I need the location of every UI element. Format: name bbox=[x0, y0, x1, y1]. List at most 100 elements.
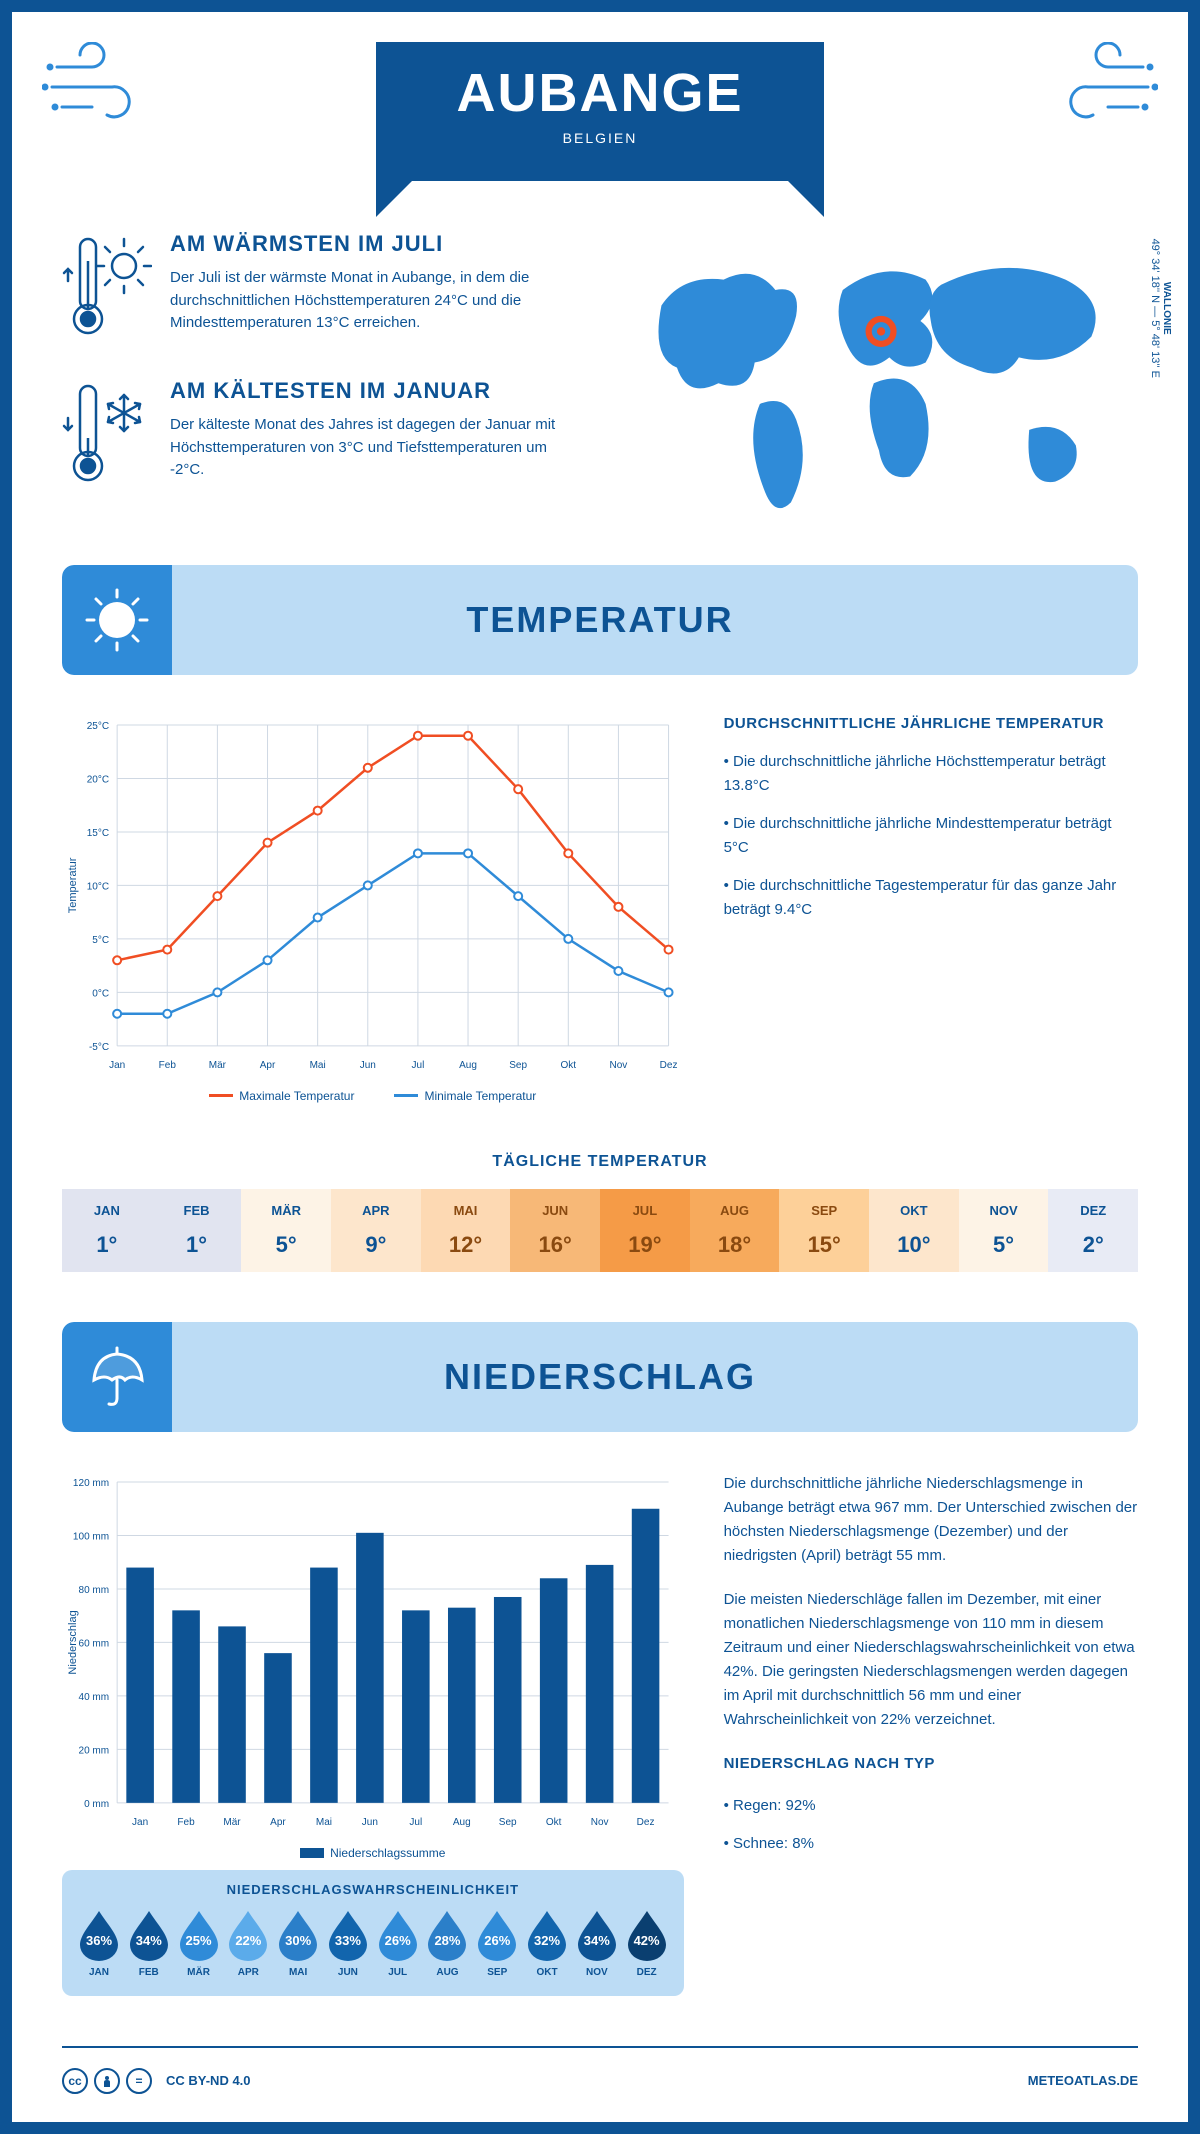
svg-text:Okt: Okt bbox=[560, 1060, 576, 1071]
svg-text:Niederschlag: Niederschlag bbox=[67, 1610, 79, 1674]
by-icon bbox=[94, 2068, 120, 2094]
daily-temp-cell: JUL19° bbox=[600, 1189, 690, 1272]
probability-drop: 33%JUN bbox=[327, 1909, 369, 1978]
precip-paragraph: Die durchschnittliche jährliche Niedersc… bbox=[724, 1472, 1138, 1568]
umbrella-icon bbox=[62, 1322, 172, 1432]
svg-text:Mär: Mär bbox=[209, 1060, 227, 1071]
svg-text:Dez: Dez bbox=[637, 1817, 655, 1828]
fact-cold-text: Der kälteste Monat des Jahres ist dagege… bbox=[170, 414, 580, 482]
probability-drops: 36%JAN34%FEB25%MÄR22%APR30%MAI33%JUN26%J… bbox=[78, 1909, 668, 1978]
city-name: AUBANGE bbox=[456, 62, 743, 124]
daily-temp-cell: JAN1° bbox=[62, 1189, 152, 1272]
daily-temp-cell: MÄR5° bbox=[241, 1189, 331, 1272]
wind-icon-right bbox=[1038, 42, 1158, 132]
page-frame: AUBANGE BELGIEN AM WÄRMSTEN IM JULI Der … bbox=[0, 0, 1200, 2134]
nd-icon: = bbox=[126, 2068, 152, 2094]
precipitation-body: 0 mm20 mm40 mm60 mm80 mm100 mm120 mmJanF… bbox=[12, 1432, 1188, 2026]
probability-drop: 42%DEZ bbox=[626, 1909, 668, 1978]
svg-text:Jun: Jun bbox=[362, 1817, 378, 1828]
svg-text:25°C: 25°C bbox=[87, 721, 109, 732]
svg-text:Nov: Nov bbox=[591, 1817, 609, 1828]
svg-text:Mär: Mär bbox=[223, 1817, 241, 1828]
title-banner: AUBANGE BELGIEN bbox=[376, 42, 823, 181]
svg-text:Jul: Jul bbox=[409, 1817, 422, 1828]
precip-type-line: • Regen: 92% bbox=[724, 1794, 1138, 1818]
svg-text:Aug: Aug bbox=[453, 1817, 471, 1828]
coordinates: WALLONIE 49° 34' 18'' N — 5° 48' 13'' E bbox=[1149, 239, 1172, 378]
svg-text:Apr: Apr bbox=[260, 1060, 276, 1071]
svg-text:Jul: Jul bbox=[412, 1060, 425, 1071]
svg-text:Jan: Jan bbox=[132, 1817, 148, 1828]
fact-warm-title: AM WÄRMSTEN IM JULI bbox=[170, 231, 580, 257]
precip-type-line: • Schnee: 8% bbox=[724, 1832, 1138, 1856]
footer: cc = CC BY-ND 4.0 METEOATLAS.DE bbox=[62, 2046, 1138, 2122]
svg-text:-5°C: -5°C bbox=[89, 1042, 109, 1053]
svg-text:15°C: 15°C bbox=[87, 828, 109, 839]
precip-chart-legend: Niederschlagssumme bbox=[62, 1846, 684, 1860]
probability-drop: 25%MÄR bbox=[178, 1909, 220, 1978]
fact-warmest: AM WÄRMSTEN IM JULI Der Juli ist der wär… bbox=[62, 231, 580, 346]
header: AUBANGE BELGIEN bbox=[12, 12, 1188, 231]
svg-text:80 mm: 80 mm bbox=[79, 1585, 110, 1596]
fact-coldest: AM KÄLTESTEN IM JANUAR Der kälteste Mona… bbox=[62, 378, 580, 493]
daily-temp-cell: DEZ2° bbox=[1048, 1189, 1138, 1272]
license-text: CC BY-ND 4.0 bbox=[166, 2073, 251, 2088]
daily-temp-cell: SEP15° bbox=[779, 1189, 869, 1272]
temperature-section-header: TEMPERATUR bbox=[62, 565, 1138, 675]
daily-temp-cell: FEB1° bbox=[152, 1189, 242, 1272]
probability-drop: 34%NOV bbox=[576, 1909, 618, 1978]
svg-text:0 mm: 0 mm bbox=[84, 1799, 109, 1810]
svg-text:Feb: Feb bbox=[159, 1060, 177, 1071]
daily-temp-cell: MAI12° bbox=[421, 1189, 511, 1272]
probability-drop: 34%FEB bbox=[128, 1909, 170, 1978]
daily-temp-cell: JUN16° bbox=[510, 1189, 600, 1272]
sun-icon bbox=[62, 565, 172, 675]
svg-text:Okt: Okt bbox=[546, 1817, 562, 1828]
site-name: METEOATLAS.DE bbox=[1028, 2073, 1138, 2088]
svg-text:Jun: Jun bbox=[360, 1060, 376, 1071]
daily-temp-cell: AUG18° bbox=[690, 1189, 780, 1272]
daily-temp-title: TÄGLICHE TEMPERATUR bbox=[12, 1153, 1188, 1171]
probability-drop: 28%AUG bbox=[426, 1909, 468, 1978]
temp-info-title: DURCHSCHNITTLICHE JÄHRLICHE TEMPERATUR bbox=[724, 715, 1138, 732]
probability-drop: 22%APR bbox=[227, 1909, 269, 1978]
thermometer-snow-icon bbox=[62, 378, 152, 493]
svg-text:Aug: Aug bbox=[459, 1060, 477, 1071]
svg-text:Temperatur: Temperatur bbox=[67, 857, 79, 913]
probability-drop: 26%JUL bbox=[377, 1909, 419, 1978]
svg-text:Mai: Mai bbox=[316, 1817, 332, 1828]
probability-drop: 32%OKT bbox=[526, 1909, 568, 1978]
svg-text:0°C: 0°C bbox=[92, 988, 109, 999]
svg-text:Sep: Sep bbox=[499, 1817, 517, 1828]
svg-text:Sep: Sep bbox=[509, 1060, 527, 1071]
thermometer-sun-icon bbox=[62, 231, 152, 346]
precipitation-title: NIEDERSCHLAG bbox=[172, 1356, 1138, 1398]
daily-temp-cell: APR9° bbox=[331, 1189, 421, 1272]
probability-drop: 36%JAN bbox=[78, 1909, 120, 1978]
fact-warm-text: Der Juli ist der wärmste Monat in Aubang… bbox=[170, 267, 580, 335]
svg-text:Nov: Nov bbox=[610, 1060, 628, 1071]
daily-temp-cell: OKT10° bbox=[869, 1189, 959, 1272]
precipitation-probability-box: NIEDERSCHLAGSWAHRSCHEINLICHKEIT 36%JAN34… bbox=[62, 1870, 684, 1996]
svg-text:Feb: Feb bbox=[177, 1817, 195, 1828]
temp-chart-legend: Maximale Temperatur Minimale Temperatur bbox=[62, 1089, 684, 1103]
svg-text:100 mm: 100 mm bbox=[73, 1531, 109, 1542]
precipitation-bar-chart: 0 mm20 mm40 mm60 mm80 mm100 mm120 mmJanF… bbox=[62, 1472, 684, 1833]
temperature-title: TEMPERATUR bbox=[172, 599, 1138, 641]
intro-row: AM WÄRMSTEN IM JULI Der Juli ist der wär… bbox=[12, 231, 1188, 565]
world-map: WALLONIE 49° 34' 18'' N — 5° 48' 13'' E bbox=[620, 231, 1138, 525]
svg-text:20 mm: 20 mm bbox=[79, 1745, 110, 1756]
svg-text:60 mm: 60 mm bbox=[79, 1638, 110, 1649]
svg-text:Mai: Mai bbox=[310, 1060, 326, 1071]
precip-paragraph: Die meisten Niederschläge fallen im Deze… bbox=[724, 1588, 1138, 1732]
temp-bullet: • Die durchschnittliche jährliche Höchst… bbox=[724, 750, 1138, 798]
wind-icon-left bbox=[42, 42, 162, 132]
temperature-body: -5°C0°C5°C10°C15°C20°C25°CJanFebMärAprMa… bbox=[12, 675, 1188, 1143]
prob-title: NIEDERSCHLAGSWAHRSCHEINLICHKEIT bbox=[78, 1882, 668, 1897]
svg-text:Dez: Dez bbox=[660, 1060, 678, 1071]
svg-text:120 mm: 120 mm bbox=[73, 1478, 109, 1489]
precipitation-section-header: NIEDERSCHLAG bbox=[62, 1322, 1138, 1432]
svg-text:5°C: 5°C bbox=[92, 935, 109, 946]
cc-icon: cc bbox=[62, 2068, 88, 2094]
license-block: cc = CC BY-ND 4.0 bbox=[62, 2068, 251, 2094]
